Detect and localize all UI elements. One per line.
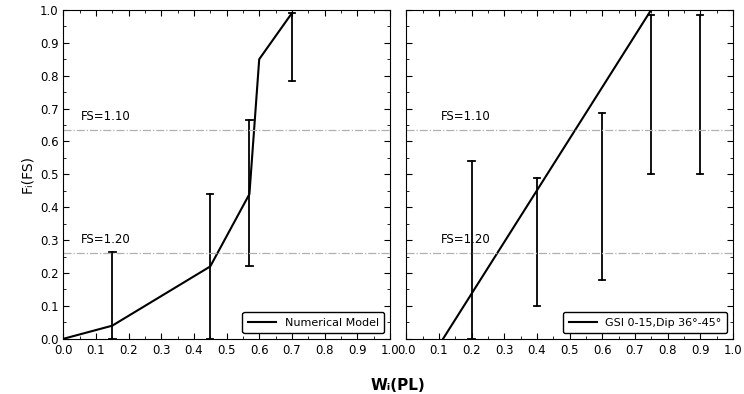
Y-axis label: Fᵢ(FS): Fᵢ(FS) (20, 155, 34, 193)
Numerical Model (287, 11, 296, 15)
Numerical Model (245, 192, 254, 197)
Numerical Model (108, 323, 117, 328)
Legend: Numerical Model: Numerical Model (243, 312, 385, 333)
Text: FS=1.20: FS=1.20 (440, 233, 490, 246)
Text: FS=1.20: FS=1.20 (81, 233, 131, 246)
Legend: GSI 0-15,Dip 36°-45°: GSI 0-15,Dip 36°-45° (563, 312, 728, 333)
Numerical Model (59, 336, 68, 341)
Text: FS=1.10: FS=1.10 (81, 110, 131, 123)
Line: Numerical Model: Numerical Model (63, 13, 292, 339)
Numerical Model (206, 264, 215, 269)
Numerical Model (254, 57, 263, 61)
Text: FS=1.10: FS=1.10 (440, 110, 490, 123)
Text: Wᵢ(PL): Wᵢ(PL) (371, 378, 426, 393)
